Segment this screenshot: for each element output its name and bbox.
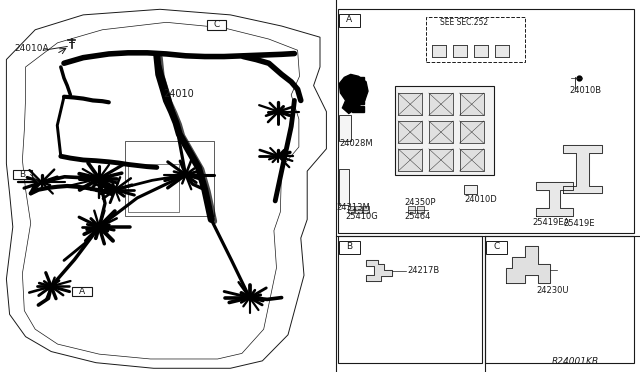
FancyBboxPatch shape [486,241,507,254]
Bar [453,45,467,57]
Text: 24028M: 24028M [340,139,374,148]
FancyBboxPatch shape [13,170,32,179]
Text: A: A [346,15,353,24]
Bar [432,45,446,57]
Polygon shape [339,74,368,113]
FancyBboxPatch shape [339,241,360,254]
Text: C: C [493,242,500,251]
Bar [395,86,494,175]
Bar [495,45,509,57]
Bar [460,93,484,115]
Text: SEE SEC.252: SEE SEC.252 [440,18,488,27]
Text: A: A [79,287,85,296]
FancyBboxPatch shape [72,287,92,296]
Bar [485,236,634,363]
Text: 24350P: 24350P [404,198,436,206]
Bar [417,206,424,213]
Bar [398,121,422,143]
Bar [352,106,364,112]
Text: 24313M: 24313M [337,203,371,212]
Bar [339,169,349,205]
Bar [352,92,364,97]
Bar [429,149,453,171]
Bar [338,236,482,363]
Bar [352,99,364,104]
Text: 24010B: 24010B [570,86,602,95]
Bar [432,45,446,57]
Text: 25464: 25464 [404,212,431,221]
Text: 24230U: 24230U [536,286,569,295]
Text: B: B [346,242,353,251]
Bar [464,185,477,194]
Polygon shape [366,260,392,281]
Text: C: C [213,20,220,29]
Bar [453,45,467,57]
Polygon shape [536,182,573,216]
Text: 25419E: 25419E [563,219,595,228]
Bar [339,115,351,141]
Text: 25419EA: 25419EA [532,218,570,227]
Bar [474,45,488,57]
Bar [125,141,214,216]
Bar [352,77,364,83]
Text: 24010: 24010 [163,89,194,99]
Bar [460,149,484,171]
Text: 25410G: 25410G [346,212,378,221]
FancyBboxPatch shape [426,17,525,62]
Bar [460,121,484,143]
Bar [398,149,422,171]
FancyBboxPatch shape [339,14,360,27]
Text: 24217B: 24217B [407,266,439,275]
Bar [348,206,354,213]
Text: 24010D: 24010D [465,195,497,203]
Bar [495,45,509,57]
Text: B: B [19,170,26,179]
Text: R24001KB: R24001KB [552,357,598,366]
Bar [408,206,415,213]
Text: 24010A: 24010A [14,44,49,53]
Bar [363,206,369,213]
Polygon shape [506,246,550,283]
Bar [429,93,453,115]
FancyBboxPatch shape [207,20,226,30]
Bar [128,164,179,212]
Bar [474,45,488,57]
Polygon shape [563,145,602,193]
Bar [398,93,422,115]
Bar [352,84,364,89]
Bar [338,9,634,232]
Bar [429,121,453,143]
Bar [355,206,362,213]
